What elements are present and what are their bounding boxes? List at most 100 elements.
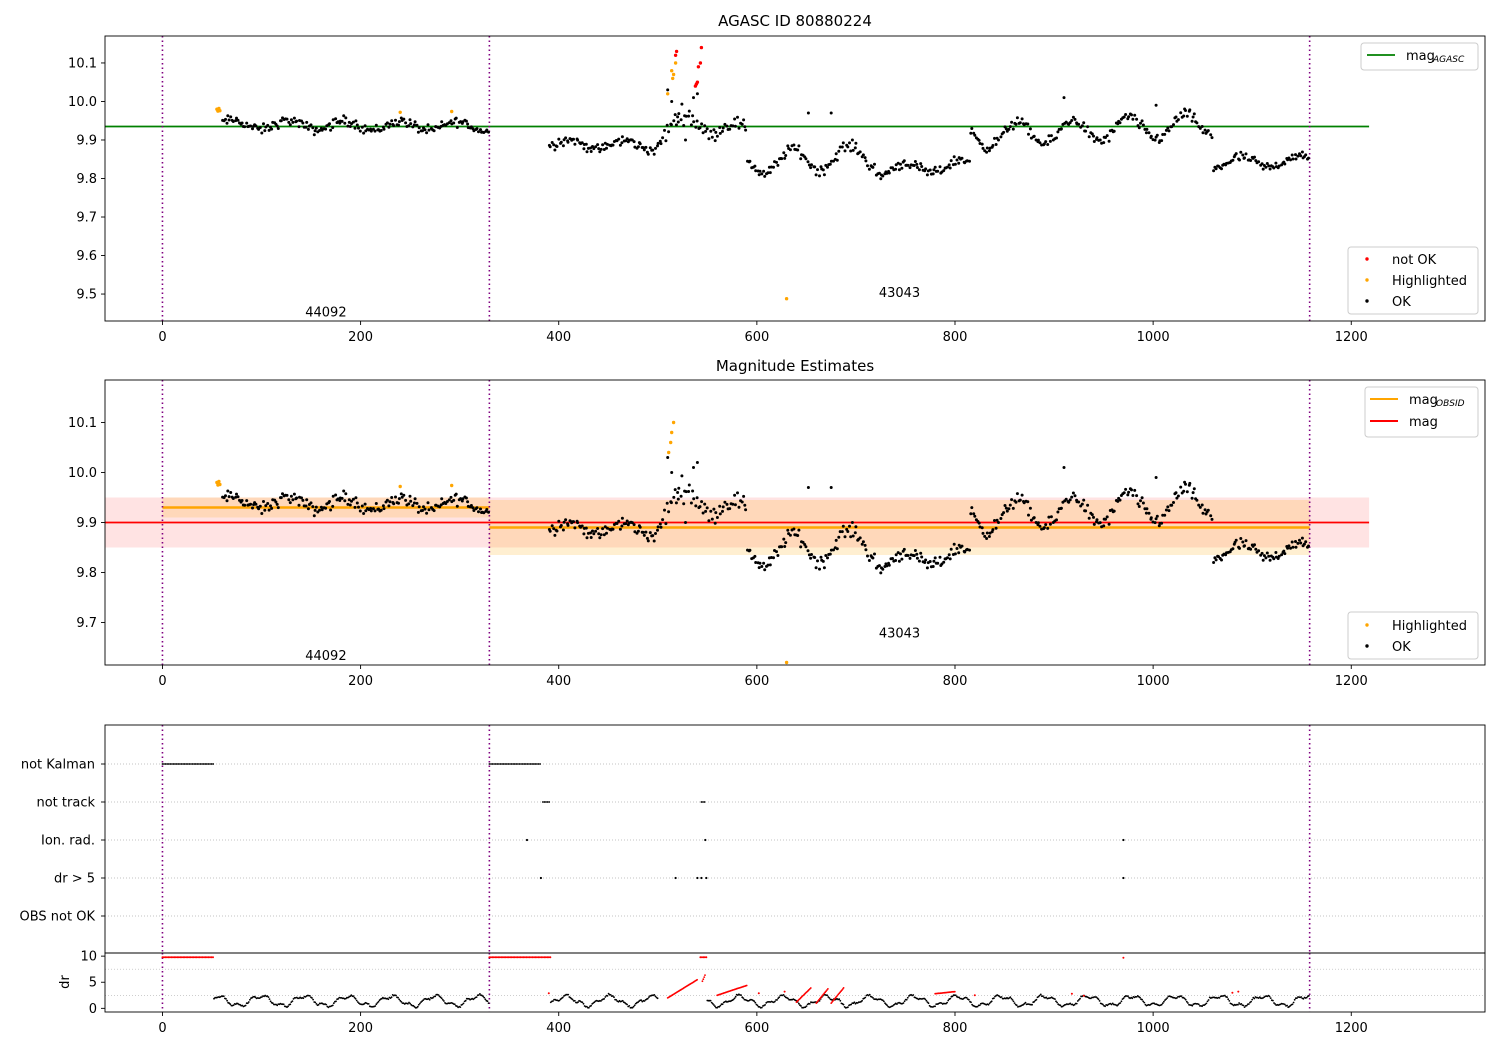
ok-point [676,491,680,494]
ok-point [1233,540,1237,544]
ok-point [1034,521,1038,524]
ok-point [561,144,565,148]
ok-point [564,518,568,522]
ok-point [949,547,953,551]
flag-point [499,763,502,765]
ok-point [1191,115,1195,119]
flag-point [702,801,704,803]
ok-point [936,169,940,173]
ok-point [1130,113,1133,117]
ok-point [399,116,403,120]
ok-point [669,501,673,505]
ok-point [1160,521,1164,525]
y-tick-label: 9.7 [76,616,97,631]
ok-point [772,556,775,560]
ok-point [340,496,344,500]
ok-point [1231,158,1235,162]
ok-point [694,504,698,508]
ok-point [669,123,673,127]
ok-point [661,518,665,522]
ok-point [1015,116,1019,120]
ok-point [1149,134,1153,138]
dr-point [883,1000,885,1003]
ok-point [1095,518,1099,522]
ok-point [644,530,648,534]
dr-flagged-point [953,990,956,993]
flag-point [512,763,515,765]
dr-point [419,1002,421,1005]
ok-point [594,145,598,149]
ok-point [340,119,344,123]
ok-point [1254,547,1258,551]
dr-point [354,997,357,1000]
ok-point [1172,123,1175,127]
y-tick-label: 5 [89,976,97,991]
highlighted-point [669,440,673,445]
ok-point [397,501,400,505]
ok-point [328,122,331,126]
ok-point [970,506,974,510]
x-tick-label: 1200 [1335,1021,1368,1036]
ok-point [853,531,857,535]
ok-point [721,509,724,513]
ok-point [432,509,436,513]
ok-point [240,499,244,502]
ok-point [354,119,358,123]
dr-flagged-point [546,956,549,959]
ok-point [564,136,568,140]
ok-point [1067,500,1071,504]
dr-point [754,1001,757,1004]
ok-point [1163,132,1167,136]
ok-point [602,533,606,537]
ok-point [331,494,335,498]
dr-flagged-point [703,976,706,978]
ok-point [1175,496,1179,500]
ok-point [980,142,984,146]
ok-point [1254,159,1258,163]
ok-point [288,501,292,505]
dr-flagged-point [501,956,504,959]
ok-point [758,561,762,565]
ok-point [985,150,989,154]
dr-point [632,1005,635,1008]
ok-point [1198,505,1202,509]
ok-point [615,522,619,525]
dr-point [951,995,954,998]
ok-point [548,529,552,533]
dr-point [461,1003,464,1006]
highlighted-point [450,109,454,114]
ok-point [1300,536,1304,540]
ok-point [866,554,869,558]
dr-point [1110,1003,1113,1006]
ok-point [291,120,295,124]
ok-point [566,523,570,527]
dr-point [276,1004,279,1007]
ok-point [320,508,324,512]
dr-point [1242,1004,1245,1007]
ok-point [1234,152,1238,156]
ok-point [1147,131,1151,135]
dr-point [776,999,778,1001]
ok-point [1274,161,1278,165]
dr-flagged-point [543,956,546,959]
x-tick-label: 1000 [1137,330,1170,345]
dr-point [1131,997,1134,1000]
dr-point [1120,1000,1123,1003]
ok-point [652,539,656,543]
ok-point [291,498,295,502]
dr-flagged-point [191,956,194,959]
flag-point [1122,838,1125,842]
ok-point [718,126,722,129]
flag-point [532,763,535,765]
ok-point [679,494,683,498]
x-tick-label: 0 [158,330,166,345]
dr-point [1258,996,1261,998]
ok-point [329,128,333,132]
flag-point [179,763,181,765]
flag-point [526,763,529,765]
ok-point [1166,126,1170,130]
ok-point [813,556,817,559]
ok-point [931,565,935,568]
ok-point [636,529,640,533]
ok-point [692,96,695,100]
